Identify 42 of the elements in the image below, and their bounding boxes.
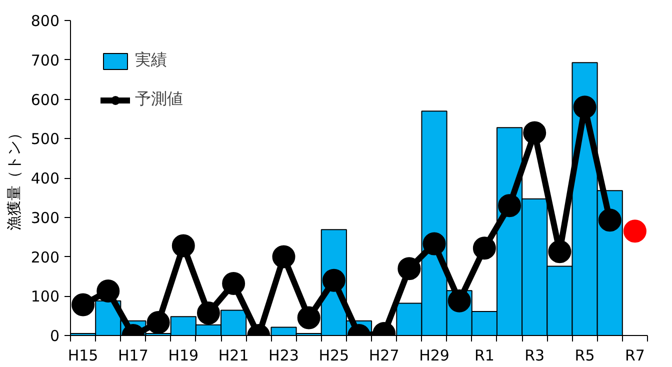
y-tick-label: 400 [30, 170, 60, 188]
x-tick-label: R5 [574, 346, 595, 364]
point [172, 234, 195, 258]
y-tick-label: 300 [30, 208, 60, 227]
x-tick-label: H23 [268, 346, 299, 364]
y-tick-label: 800 [30, 12, 60, 30]
x-tick-label: H25 [318, 346, 350, 364]
point [573, 96, 596, 119]
y-tick-label: 200 [30, 248, 60, 266]
y-tick-label: 100 [30, 288, 60, 306]
x-tick-label: H15 [68, 346, 98, 364]
point [472, 236, 496, 260]
point [196, 302, 220, 325]
legend-label: 実績 [135, 50, 167, 71]
point [498, 194, 522, 218]
point [422, 232, 446, 256]
x-tick-label: H21 [218, 346, 249, 364]
x-tick-label: H17 [118, 346, 148, 364]
x-tick-label: H27 [368, 346, 400, 364]
point [623, 220, 646, 243]
point [222, 272, 246, 296]
point [548, 240, 572, 264]
point [272, 245, 296, 268]
y-tick-label: 500 [30, 130, 60, 148]
point [96, 280, 120, 302]
legend-label: 予測値 [135, 89, 183, 110]
point [322, 268, 346, 292]
x-tick-label: R1 [474, 346, 494, 364]
point [146, 311, 170, 334]
x-tick-label: R7 [624, 346, 645, 364]
point [297, 306, 320, 330]
point [598, 208, 622, 232]
y-tick-label: 700 [30, 51, 60, 70]
point [398, 257, 421, 280]
point [523, 121, 546, 144]
x-tick-label: H19 [168, 346, 199, 364]
x-tick-label: H29 [419, 346, 450, 364]
y-axis-title: 漁獲量（トン） [4, 126, 23, 230]
point [72, 293, 95, 316]
x-tick-label: R3 [524, 346, 545, 364]
y-tick-label: 600 [30, 90, 60, 109]
y-tick-label: 0 [50, 327, 60, 345]
